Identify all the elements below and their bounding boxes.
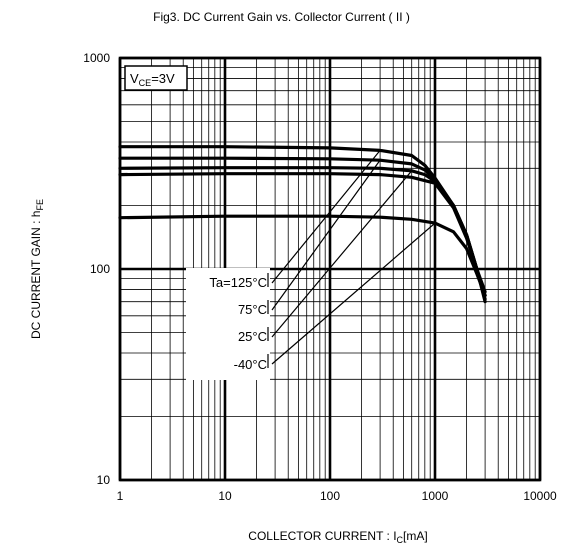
series-line-3 <box>118 172 487 294</box>
chart-title: Fig3. DC Current Gain vs. Collector Curr… <box>153 10 410 24</box>
annotation-leader-3 <box>271 222 436 365</box>
annotation-label-1: 75°C <box>238 302 267 317</box>
y-tick-label: 10 <box>97 473 111 487</box>
annotation-label-0: Ta=125°C <box>209 275 267 290</box>
condition-box <box>124 65 188 91</box>
annotation-leader-2 <box>271 170 413 338</box>
y-axis-label: DC CURRENT GAIN : hFE <box>29 199 45 339</box>
series-line-4 <box>118 214 487 297</box>
y-tick-label: 100 <box>90 262 110 276</box>
plot-frame <box>118 56 542 482</box>
x-tick-label: 1000 <box>422 489 449 503</box>
x-axis-label: COLLECTOR CURRENT : IC[mA] <box>248 529 427 545</box>
annotation-label-3: -40°C <box>234 357 267 372</box>
x-tick-label: 100 <box>320 489 340 503</box>
annotation-leader-0 <box>271 149 381 284</box>
annotation-background <box>186 268 270 380</box>
x-tick-label: 1 <box>117 489 124 503</box>
x-tick-label: 10 <box>218 489 232 503</box>
annotation-label-2: 25°C <box>238 329 267 344</box>
x-tick-label: 10000 <box>523 489 557 503</box>
annotation-leader-1 <box>271 159 381 311</box>
condition-label: VCE=3V <box>130 71 175 88</box>
y-tick-label: 1000 <box>83 51 110 65</box>
